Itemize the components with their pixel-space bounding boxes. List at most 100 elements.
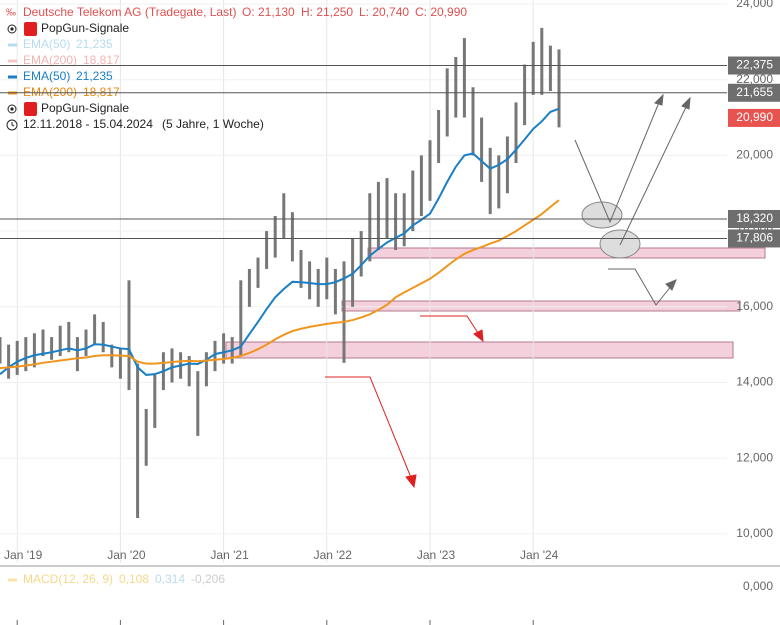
last-label: 20,990 [736, 110, 773, 124]
icon [6, 119, 18, 131]
price-range [308, 261, 312, 300]
legend-faded: EMA(50) [23, 37, 70, 51]
price-range [299, 250, 303, 288]
signals: PopGun-Signale [41, 21, 129, 35]
level-tag [728, 83, 780, 102]
price-range [265, 231, 269, 269]
price-range [394, 193, 398, 251]
signals: PopGun-Signale [41, 101, 129, 115]
price-range [557, 49, 561, 128]
level-label: 17,806 [736, 231, 773, 245]
price-range [222, 333, 226, 364]
icon [7, 104, 17, 114]
x-tick-label: Jan '22 [314, 548, 353, 562]
price-range [419, 155, 423, 216]
x-tick-label: Jan '19 [4, 548, 43, 562]
ema-line [0, 107, 560, 376]
price-range [540, 27, 544, 95]
macd-name: MACD(12, 26, 9) [23, 572, 113, 586]
y-tick-label: 12,000 [736, 450, 773, 464]
level-label: 18,320 [736, 211, 773, 225]
price-range [144, 408, 148, 466]
x-tick-label: Jan '24 [520, 548, 559, 562]
price-range [32, 333, 36, 368]
price-range [531, 41, 535, 95]
plot [0, 0, 727, 563]
price-range [445, 68, 449, 137]
last-tag [728, 108, 780, 127]
ohlc: H: 21,250 [301, 5, 353, 19]
level-tag [728, 56, 780, 75]
ohlc: L: 20,740 [359, 5, 409, 19]
period: (5 Jahre, 1 Woche) [162, 117, 264, 131]
icon [11, 122, 15, 127]
price-range [462, 38, 466, 118]
level-label: 22,375 [736, 58, 773, 72]
price-range [187, 356, 191, 387]
price-range [24, 337, 28, 372]
icon [7, 24, 17, 34]
y-tick-label: 10,000 [736, 526, 773, 540]
price-range [523, 64, 527, 126]
price-range [153, 374, 157, 428]
y-tick-label: 16,000 [736, 299, 773, 313]
price-range [376, 181, 380, 251]
price-range [93, 314, 97, 345]
price-range [480, 117, 484, 182]
legend: ‰ Deutsche Telekom AG (Tradegate, Last) … [6, 5, 467, 131]
price-range [273, 215, 277, 258]
price-range [514, 102, 518, 163]
price-range [118, 348, 122, 379]
level-label: 21,655 [736, 85, 773, 99]
price-range [290, 212, 294, 262]
price-range [359, 231, 363, 277]
price-range [402, 193, 406, 247]
title: Deutsche Telekom AG (Tradegate, Last) [23, 5, 236, 19]
icon [10, 27, 14, 31]
icon: ‰ [6, 8, 16, 19]
price-range [428, 140, 432, 201]
price-range [256, 257, 260, 288]
annotations [574, 93, 691, 306]
icon [24, 22, 37, 36]
price-range [41, 329, 45, 357]
price-range [127, 280, 131, 391]
price-range [0, 337, 2, 364]
y-tick-label: 14,000 [736, 375, 773, 389]
price-range [471, 87, 475, 156]
price-range [368, 193, 372, 262]
legend-value: 18,817 [83, 85, 120, 99]
ohlc: O: 21,130 [242, 5, 295, 19]
price-range [385, 178, 389, 239]
legend-value: 21,235 [76, 69, 113, 83]
price-range [505, 136, 509, 194]
zone [367, 247, 766, 259]
price-range [84, 329, 88, 357]
legend-faded: 18,817 [83, 53, 120, 67]
price-range [282, 193, 286, 239]
zone [225, 341, 734, 359]
price-range [204, 352, 208, 387]
red-arrows [325, 315, 484, 489]
x-tick-label: Jan '23 [417, 548, 456, 562]
legend-faded: 21,235 [76, 37, 113, 51]
price-range [247, 268, 251, 307]
price-range [411, 170, 415, 232]
y-tick-label: 22,000 [736, 72, 773, 86]
price-range [75, 337, 79, 372]
ema-line [0, 199, 560, 370]
macd-legend: MACD(12, 26, 9) 0,108 0,314 -0,206 [8, 572, 225, 586]
price-range [50, 337, 54, 360]
price-range [488, 147, 492, 215]
y-tick-label: 0,000 [743, 579, 773, 593]
legend-entry: EMA(200) [23, 85, 77, 99]
icon [24, 102, 37, 116]
legend-faded: EMA(200) [23, 53, 77, 67]
macd-value: 0,314 [155, 572, 185, 586]
price-range [136, 363, 140, 518]
price-range [58, 325, 62, 357]
icon [10, 107, 14, 111]
price-range [454, 57, 458, 118]
y-tick-label: 20,000 [736, 148, 773, 162]
price-range [497, 155, 501, 209]
